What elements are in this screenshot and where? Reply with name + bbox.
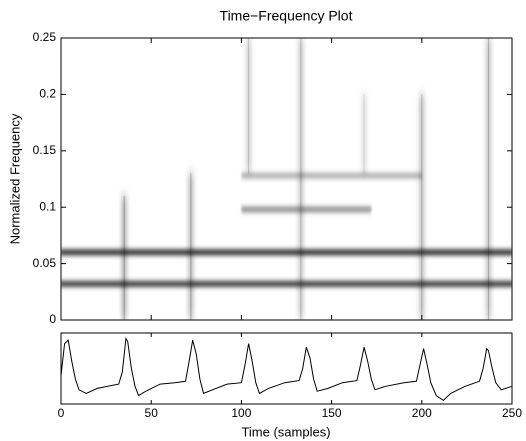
y-tick-label: 0.1 — [39, 199, 56, 213]
y-axis-label: Normalized Frequency — [7, 113, 22, 244]
vertical-ridge — [361, 94, 367, 174]
vertical-ridge — [486, 38, 492, 320]
x-tick-label: 150 — [322, 406, 342, 420]
horizontal-ridge — [241, 172, 422, 179]
vertical-ridge — [298, 38, 304, 320]
y-tick-label: 0.25 — [33, 30, 57, 44]
top-frame — [60, 37, 513, 321]
y-tick-label: 0.2 — [39, 87, 56, 101]
vertical-ridge — [419, 94, 425, 320]
vertical-ridge — [246, 38, 252, 174]
y-tick-label: 0 — [49, 312, 56, 326]
x-axis-label: Time (samples) — [241, 424, 330, 439]
x-tick-label: 100 — [231, 406, 251, 420]
horizontal-ridge — [241, 206, 372, 213]
vertical-ridge — [121, 195, 127, 320]
heatmap — [61, 38, 512, 320]
bottom-frame — [60, 332, 513, 405]
x-tick-label: 250 — [502, 406, 522, 420]
chart-title: Time−Frequency Plot — [220, 8, 353, 24]
y-tick-label: 0.05 — [33, 256, 57, 270]
y-tick-label: 0.15 — [33, 143, 57, 157]
vertical-ridge — [188, 173, 194, 320]
marks: 0 0.05 0.1 0.15 0.2 0.25 0 50 100 150 200 250 — [33, 30, 523, 420]
horizontal-ridge — [61, 249, 512, 256]
x-tick-label: 0 — [58, 406, 65, 420]
x-tick-label: 50 — [145, 406, 159, 420]
x-tick-label: 200 — [412, 406, 432, 420]
signal-line — [60, 337, 513, 402]
horizontal-ridge — [61, 280, 512, 287]
